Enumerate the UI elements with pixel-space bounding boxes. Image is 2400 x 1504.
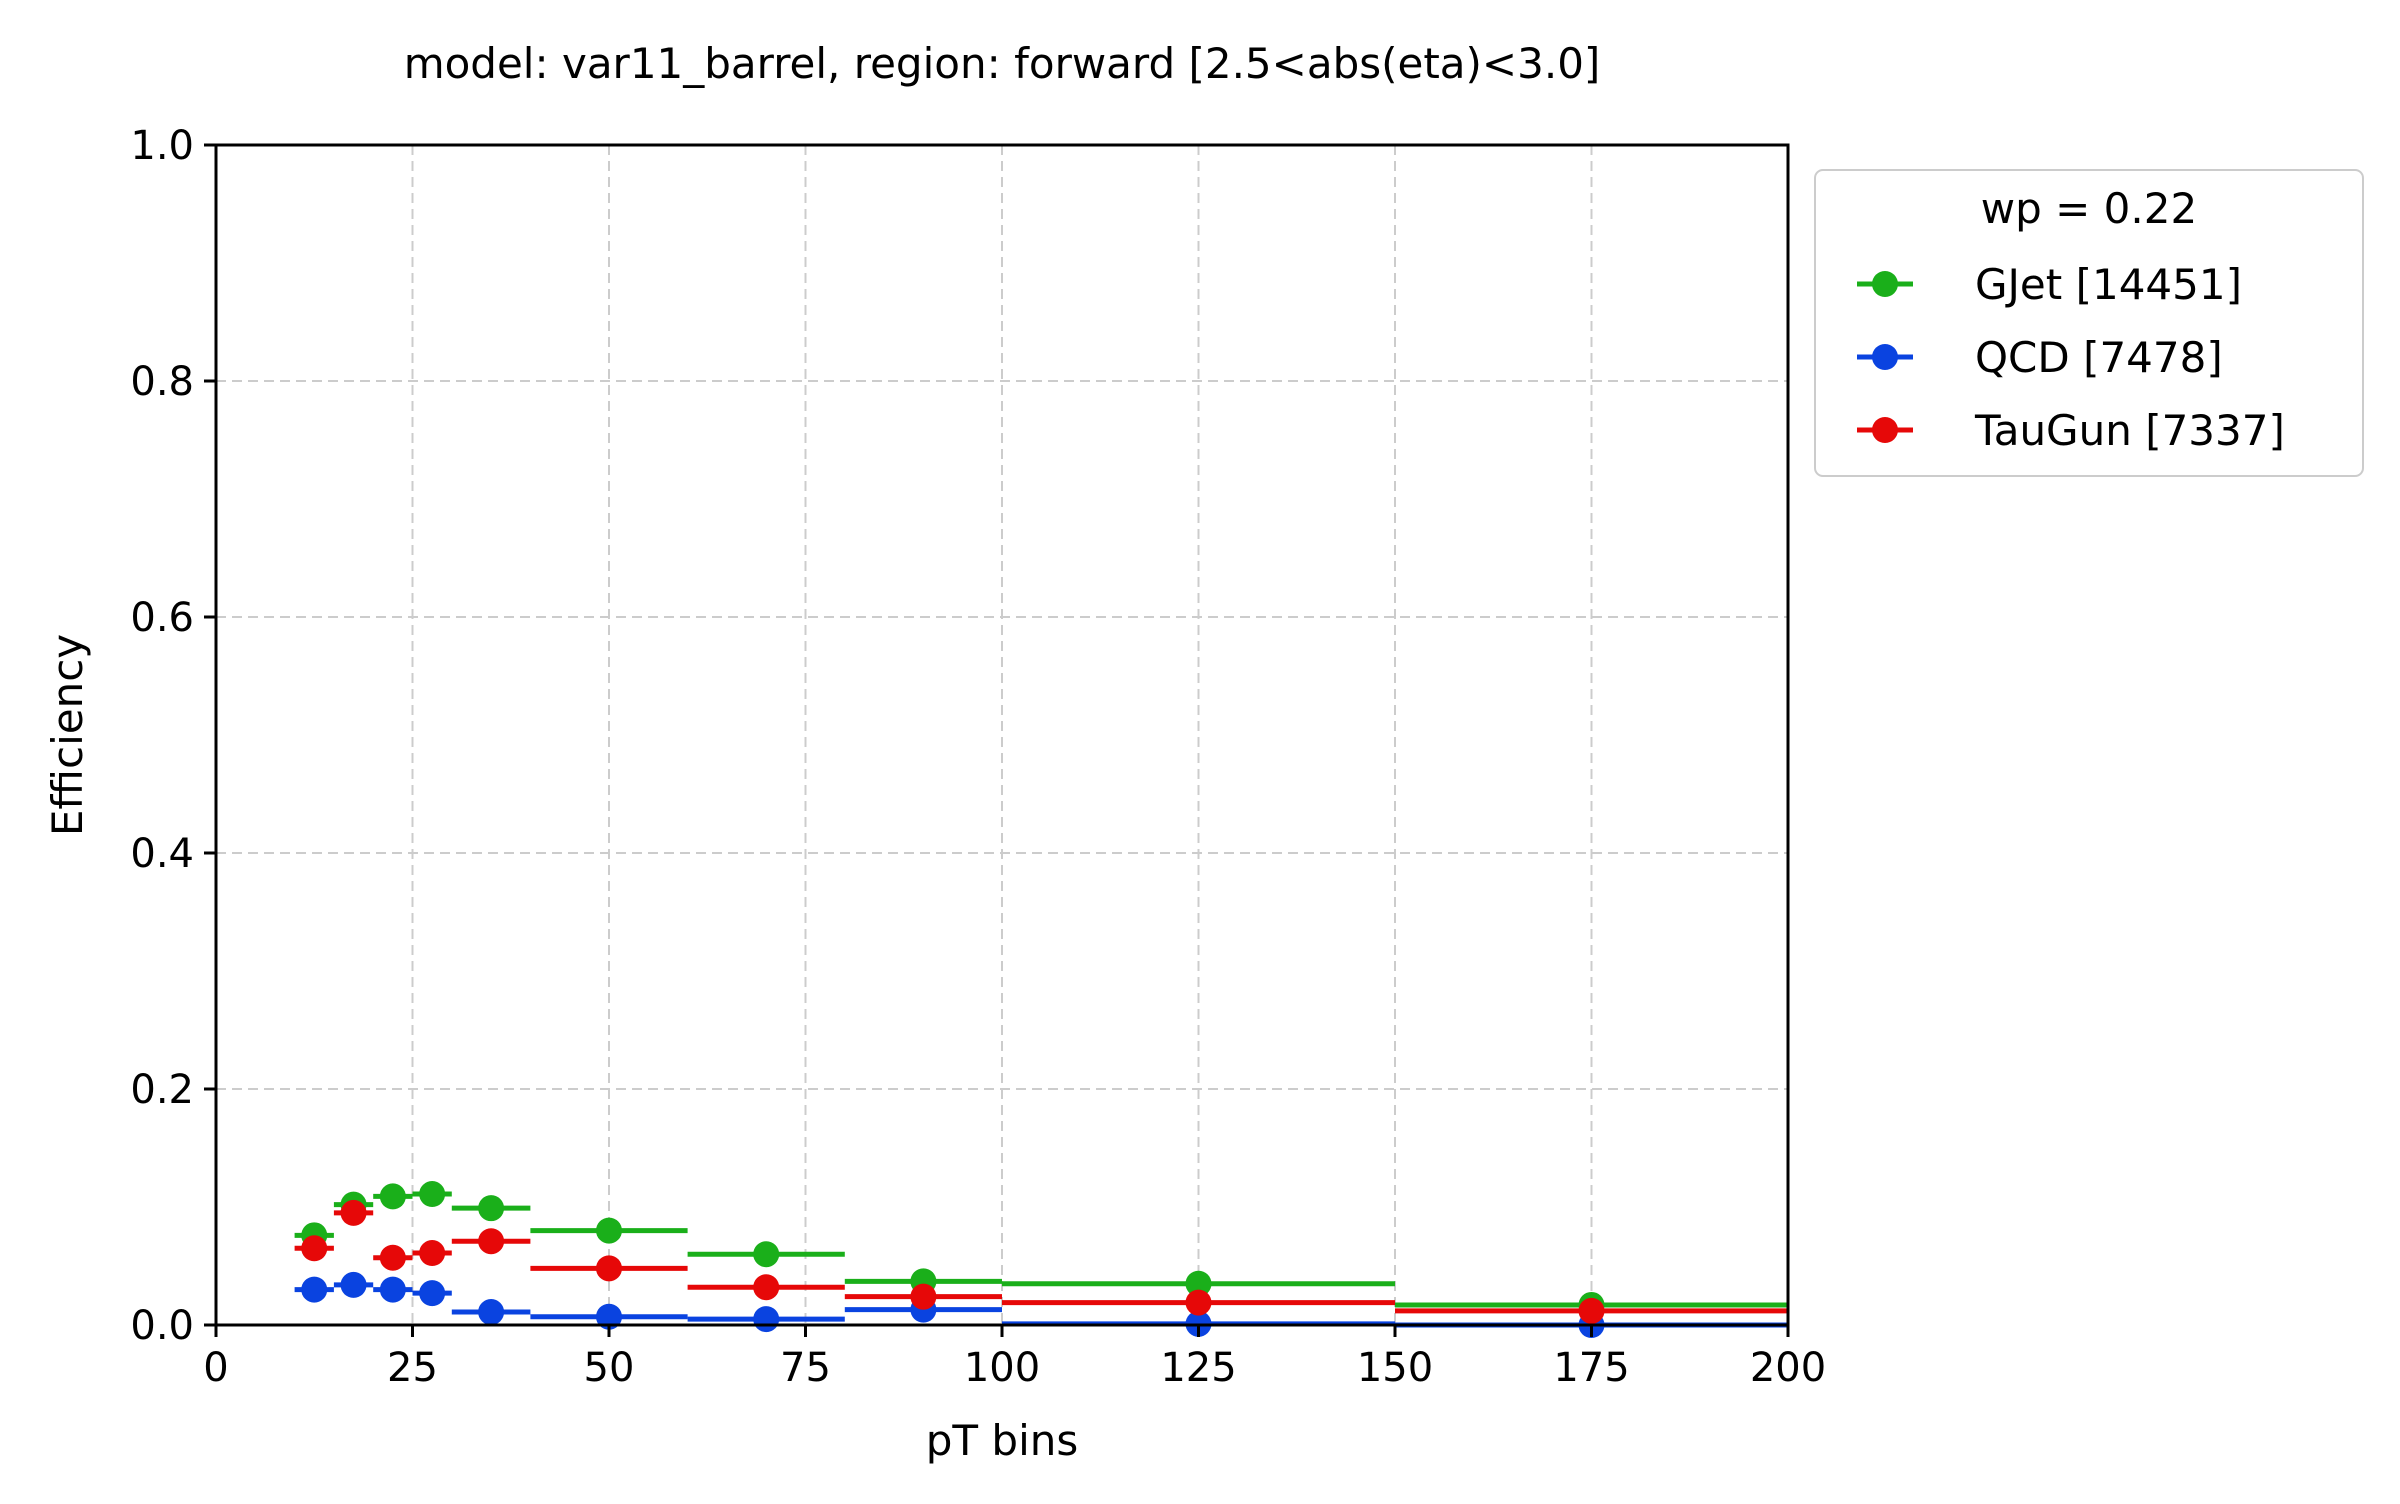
chart-title: model: var11_barrel, region: forward [2.…	[404, 39, 1601, 88]
data-point	[596, 1217, 622, 1244]
legend-title: wp = 0.22	[1981, 184, 2197, 233]
data-point	[379, 1244, 406, 1271]
y-tick-label: 0.8	[130, 359, 194, 405]
data-point	[753, 1306, 780, 1333]
legend-entry-taugun: TauGun [7337]	[1857, 406, 2285, 455]
series-taugun	[294, 1199, 1788, 1324]
data-point	[478, 1299, 505, 1326]
legend-marker	[1872, 417, 1898, 443]
data-point	[419, 1181, 446, 1208]
legend-label: GJet [14451]	[1975, 260, 2242, 309]
data-point	[478, 1228, 505, 1255]
x-tick-label: 50	[584, 1345, 635, 1391]
x-axis-ticks: 0 25 50 75 100 125 150 175 200	[203, 1325, 1826, 1391]
y-tick-label: 0.4	[130, 831, 194, 877]
legend: wp = 0.22 GJet [14451] QCD [7478] TauGun […	[1814, 169, 2364, 477]
legend-entry-qcd: QCD [7478]	[1857, 333, 2223, 382]
data-point	[379, 1276, 406, 1303]
data-point	[1578, 1297, 1605, 1324]
legend-box	[1814, 169, 2364, 477]
x-tick-label: 100	[964, 1345, 1040, 1391]
y-axis-label: Efficiency	[43, 634, 92, 836]
series-layer	[294, 1181, 1788, 1338]
legend-label: QCD [7478]	[1975, 333, 2223, 382]
x-tick-label: 25	[387, 1345, 438, 1391]
data-point	[1185, 1270, 1212, 1297]
data-point	[753, 1274, 780, 1301]
x-tick-label: 125	[1160, 1345, 1236, 1391]
legend-entry-gjet: GJet [14451]	[1857, 260, 2242, 309]
data-point	[340, 1271, 367, 1298]
x-tick-label: 200	[1750, 1345, 1826, 1391]
x-tick-label: 175	[1553, 1345, 1629, 1391]
legend-marker	[1872, 271, 1898, 297]
data-point	[301, 1235, 328, 1262]
data-point	[753, 1241, 780, 1268]
y-tick-label: 0.2	[130, 1067, 194, 1113]
data-point	[419, 1240, 446, 1267]
data-point	[1185, 1289, 1212, 1316]
x-tick-label: 75	[780, 1345, 831, 1391]
x-tick-label: 0	[203, 1345, 228, 1391]
data-point	[301, 1276, 328, 1303]
legend-label: TauGun [7337]	[1974, 406, 2285, 455]
data-point	[596, 1303, 622, 1330]
data-point	[478, 1195, 505, 1222]
y-tick-label: 0.6	[130, 595, 194, 641]
data-point	[596, 1255, 622, 1282]
legend-marker	[1872, 344, 1898, 370]
data-point	[379, 1183, 406, 1210]
y-axis-ticks: 0.0 0.2 0.4 0.6 0.8 1.0	[130, 123, 216, 1349]
y-tick-label: 1.0	[130, 123, 194, 169]
data-point	[419, 1280, 446, 1307]
y-tick-label: 0.0	[130, 1303, 194, 1349]
data-point	[340, 1199, 367, 1226]
series-gjet	[294, 1181, 1788, 1318]
grid-lines	[216, 145, 1788, 1325]
x-tick-label: 150	[1357, 1345, 1433, 1391]
x-axis-label: pT bins	[926, 1416, 1079, 1465]
data-point	[910, 1283, 937, 1310]
